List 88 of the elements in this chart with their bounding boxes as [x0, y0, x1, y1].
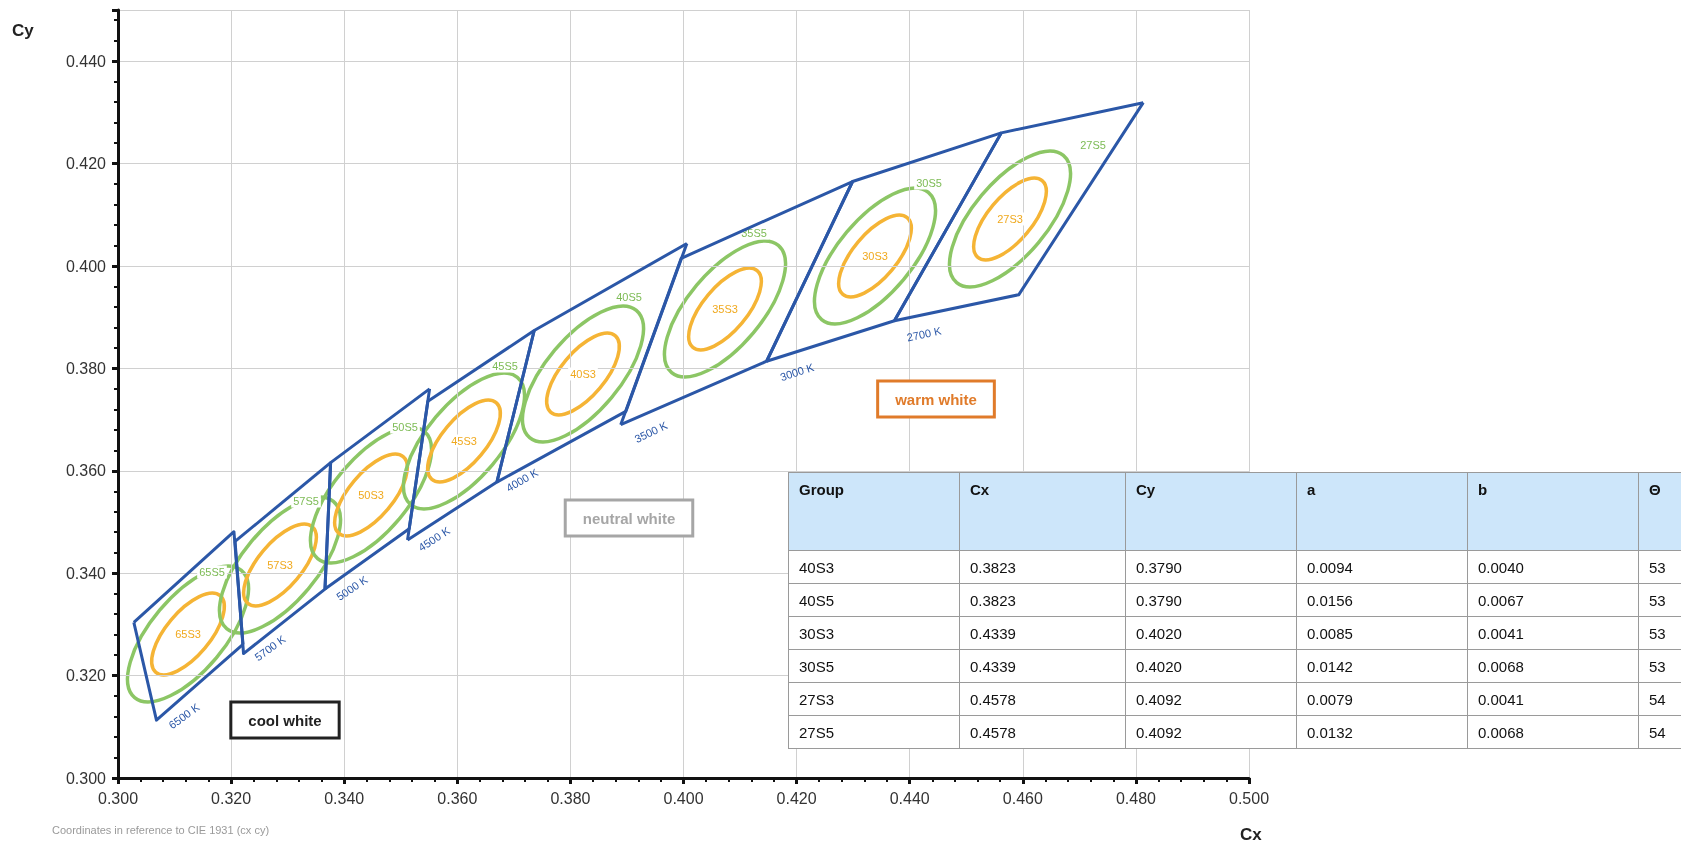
- text: 0.3823: [970, 558, 1016, 576]
- category-label: Cx: [959, 472, 1126, 551]
- x-tick-label: 0.440: [889, 789, 930, 807]
- text: 0.3790: [1136, 591, 1182, 609]
- annotation: cool white: [248, 711, 322, 729]
- text: Coordinates in reference to CIE 1931 (cx cy): [52, 823, 270, 836]
- y-tick-label: 0.340: [65, 564, 107, 582]
- text: 0.4578: [970, 690, 1016, 708]
- text: 0.4578: [970, 723, 1016, 741]
- x-tick-label: 0.320: [211, 789, 252, 807]
- text: 54: [1649, 690, 1666, 708]
- text: Group: [788, 472, 960, 551]
- text: 0.0142: [1307, 657, 1353, 675]
- annotation: 3000 K: [778, 360, 817, 384]
- x-tick-label: 0.380: [550, 789, 591, 807]
- text: 0.0094: [1307, 558, 1353, 576]
- category-label: a: [1296, 472, 1468, 551]
- annotation: 57S5: [293, 495, 319, 507]
- annotation: 2700 K: [905, 324, 943, 344]
- annotation: 40S3: [570, 368, 596, 380]
- annotation: 30S3: [862, 250, 888, 262]
- annotation: 65S5: [199, 566, 225, 578]
- annotation: 3500 K: [632, 418, 670, 446]
- text: 0.4020: [1136, 657, 1182, 675]
- x-tick-label: 0.300: [97, 789, 139, 807]
- text: 0.4339: [970, 624, 1016, 642]
- text: 0.4092: [1136, 690, 1182, 708]
- y-tick-label: 0.400: [65, 257, 107, 275]
- text: 0.0041: [1478, 624, 1524, 642]
- annotation: 50S3: [358, 489, 384, 501]
- annotation: warm white: [894, 390, 977, 408]
- x-tick-label: 0.460: [1002, 789, 1043, 807]
- text: 0.4339: [970, 657, 1016, 675]
- annotation: 65S3: [175, 628, 201, 640]
- text: 54: [1649, 723, 1666, 741]
- text: 0.0041: [1478, 690, 1524, 708]
- annotation: 45S5: [492, 360, 518, 372]
- annotation: 27S5: [1080, 139, 1106, 151]
- category-label: b: [1467, 472, 1639, 551]
- text: 0.0079: [1307, 690, 1353, 708]
- category-label: 27S3: [799, 690, 835, 708]
- y-tick-label: 0.380: [65, 359, 107, 377]
- annotation: 30S5: [916, 177, 942, 189]
- text: 0.0068: [1478, 657, 1524, 675]
- category-label: 27S5: [799, 723, 835, 741]
- text: 0.3823: [970, 591, 1016, 609]
- y-axis-title: Cy: [12, 21, 35, 40]
- text: 0.0132: [1307, 723, 1353, 741]
- annotation: neutral white: [582, 509, 676, 527]
- text: 53: [1649, 591, 1666, 609]
- y-tick-label: 0.360: [65, 462, 107, 480]
- annotation: 27S3: [997, 213, 1023, 225]
- category-label: 30S5: [799, 657, 835, 675]
- annotation: 45S3: [451, 435, 477, 447]
- annotation: 50S5: [392, 421, 418, 433]
- text: 53: [1649, 558, 1666, 576]
- annotation: 35S3: [712, 303, 738, 315]
- text: 0.0068: [1478, 723, 1524, 741]
- text: 0.4092: [1136, 723, 1182, 741]
- x-tick-label: 0.360: [437, 789, 478, 807]
- text: 53: [1649, 657, 1666, 675]
- text: 0.4020: [1136, 624, 1182, 642]
- x-tick-label: 0.480: [1115, 789, 1157, 807]
- category-label: 40S5: [799, 591, 835, 609]
- x-tick-label: 0.340: [324, 789, 365, 807]
- category-label: Cy: [1125, 472, 1297, 551]
- y-tick-label: 0.440: [65, 52, 107, 70]
- annotation: 4000 K: [503, 465, 541, 494]
- text: 0.0085: [1307, 624, 1353, 642]
- text: 53: [1649, 624, 1666, 642]
- annotation: 57S3: [267, 559, 293, 571]
- x-tick-label: 0.420: [776, 789, 817, 807]
- text: 0.0067: [1478, 591, 1524, 609]
- annotation: 4500 K: [416, 524, 453, 554]
- annotation: 40S5: [616, 291, 642, 303]
- annotation: 5000 K: [334, 572, 371, 603]
- text: 0.0156: [1307, 591, 1353, 609]
- x-tick-label: 0.500: [1228, 789, 1270, 807]
- y-tick-label: 0.420: [65, 155, 107, 173]
- y-tick-label: 0.320: [65, 667, 107, 685]
- x-axis-title: Cx: [1240, 825, 1263, 844]
- text: 0.0040: [1478, 558, 1524, 576]
- text: 0.3790: [1136, 558, 1182, 576]
- x-tick-label: 0.400: [663, 789, 704, 807]
- category-label: 30S3: [799, 624, 835, 642]
- y-tick-label: 0.300: [65, 769, 107, 787]
- category-label: 40S3: [799, 558, 835, 576]
- category-label: Θ: [1638, 472, 1681, 551]
